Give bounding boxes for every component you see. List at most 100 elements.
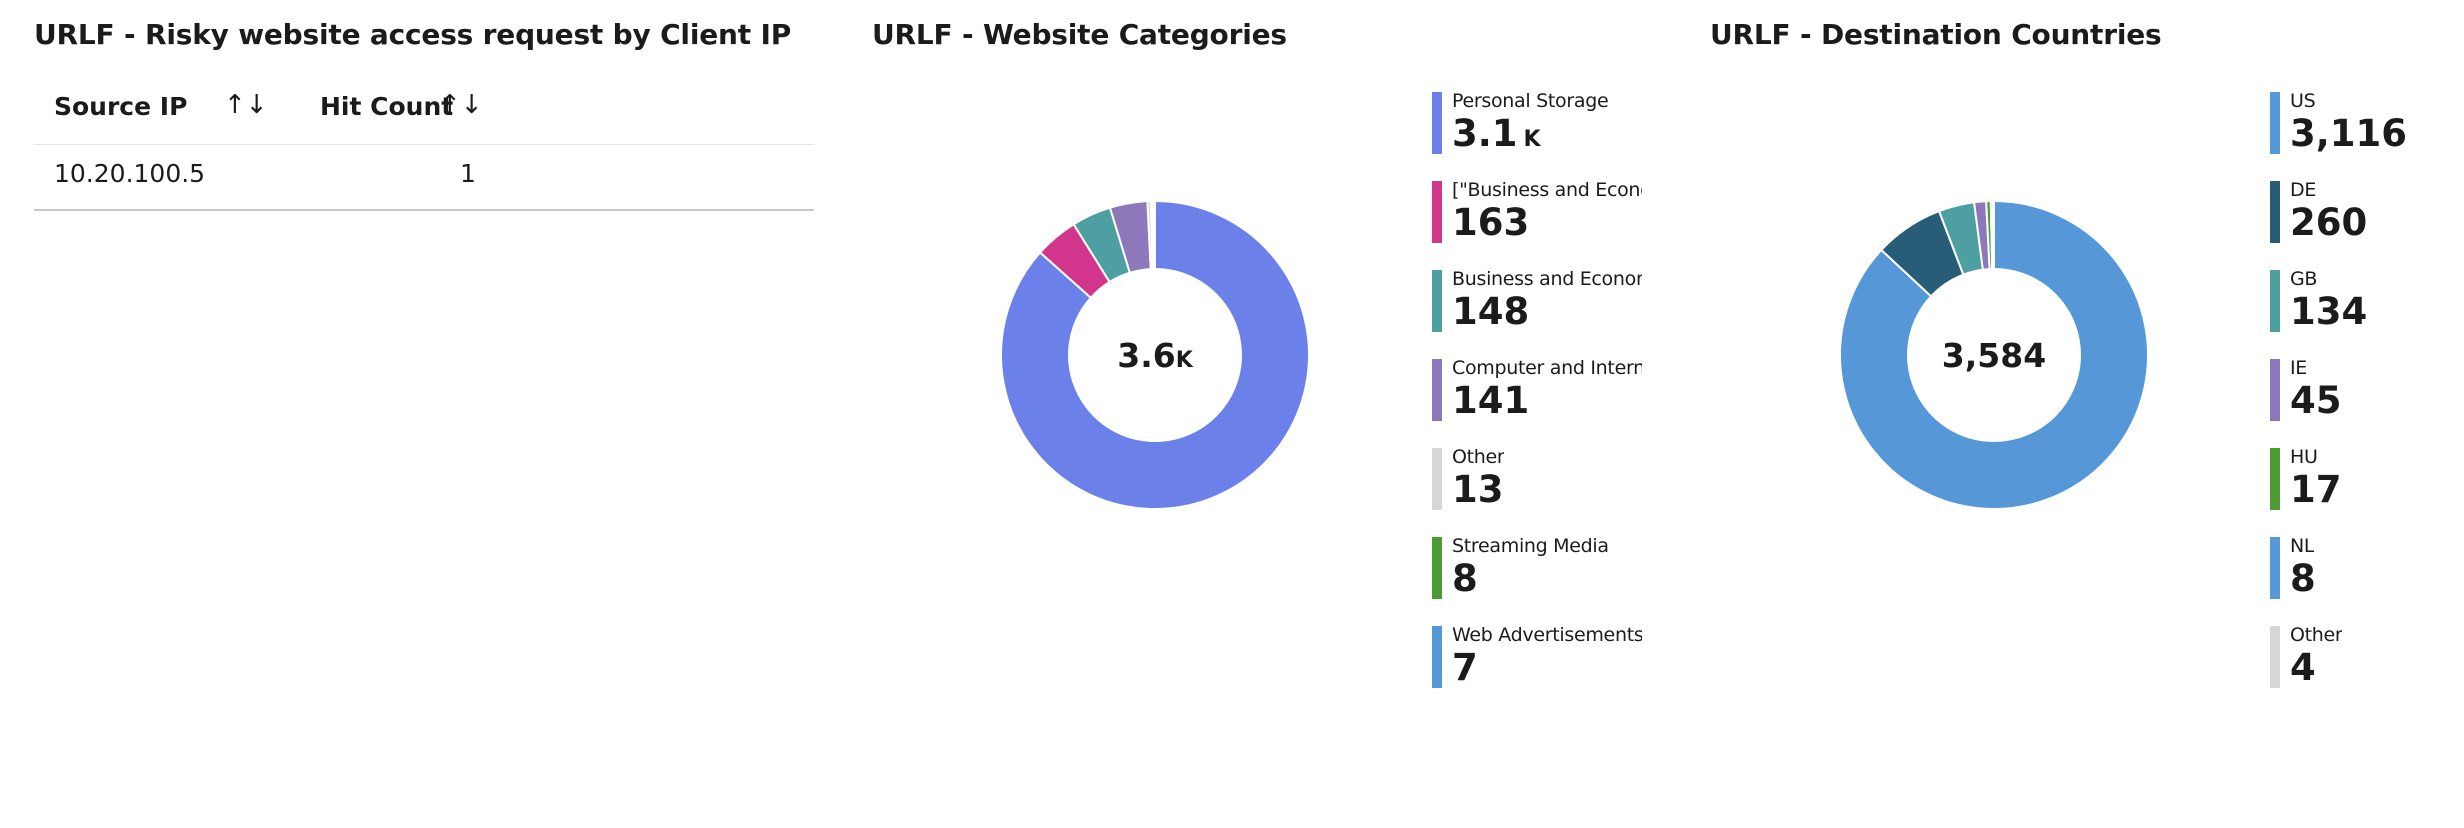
legend-value: 13 — [1452, 468, 1504, 511]
legend-value: 7 — [1452, 646, 1478, 689]
donut-center-total: 3.6K — [1117, 336, 1193, 375]
cell-hit-count: 1 — [460, 159, 476, 188]
legend-value-number: 4 — [2290, 646, 2316, 689]
sort-arrows-icon[interactable]: ↑↓ — [439, 90, 483, 120]
legend-item-personal-storage[interactable]: Personal Storage 3.1 K — [1432, 88, 1642, 177]
legend-item-other[interactable]: Other 13 — [1432, 444, 1642, 533]
legend-value-suffix: K — [1523, 127, 1541, 152]
legend-color-swatch — [2270, 181, 2280, 243]
legend-color-swatch — [1432, 270, 1442, 332]
legend-item-streaming-media[interactable]: Streaming Media 8 — [1432, 533, 1642, 622]
column-header-source-ip[interactable]: Source IP — [54, 92, 188, 121]
legend-value: 17 — [2290, 468, 2342, 511]
legend-value: 3,116 — [2290, 112, 2407, 155]
legend-label: Other — [2290, 624, 2343, 646]
legend-value-number: 3,116 — [2290, 112, 2408, 155]
legend-label: ["Business and Econom — [1452, 179, 1642, 201]
legend-item-de[interactable]: DE 260 — [2270, 177, 2450, 266]
legend-value: 8 — [2290, 557, 2316, 600]
legend-item-business-and-economy[interactable]: Business and Economy148 — [1432, 266, 1642, 355]
donut-center-total-suffix: K — [1176, 348, 1194, 373]
legend-value: 260 — [2290, 201, 2367, 244]
legend-color-swatch — [2270, 537, 2280, 599]
legend-color-swatch — [2270, 92, 2280, 154]
legend-label: GB — [2290, 268, 2318, 290]
legend-color-swatch — [1432, 92, 1442, 154]
countries-donut-svg[interactable]: 3,584 — [1839, 200, 2149, 510]
donut-slice-other[interactable] — [1991, 200, 1995, 271]
legend-value: 4 — [2290, 646, 2316, 689]
legend-label: US — [2290, 90, 2316, 112]
legend-value-number: 7 — [1452, 646, 1478, 689]
legend-label: IE — [2290, 357, 2308, 379]
legend-label: Web Advertisements — [1452, 624, 1642, 646]
legend-item-ie[interactable]: IE 45 — [2270, 355, 2450, 444]
risky-access-table-panel: URLF - Risky website access request by C… — [34, 0, 814, 828]
table-header-row: Source IP ↑↓ Hit Count ↑↓ — [34, 88, 814, 145]
legend-label: HU — [2290, 446, 2318, 468]
legend-value-number: 141 — [1452, 379, 1530, 422]
legend-item-business-and-econom[interactable]: ["Business and Econom163 — [1432, 177, 1642, 266]
legend-value-number: 45 — [2290, 379, 2342, 422]
legend-color-swatch — [2270, 270, 2280, 332]
legend-label: NL — [2290, 535, 2315, 557]
countries-legend: US 3,116 DE 260 GB 134 IE 45 HU 17 NL 8 Other 4 — [2270, 88, 2450, 711]
legend-item-computer-and-internet[interactable]: Computer and Internet141 — [1432, 355, 1642, 444]
legend-value: 163 — [1452, 201, 1529, 244]
donut-center-total-number: 3,584 — [1942, 336, 2046, 375]
legend-value: 45 — [2290, 379, 2342, 422]
legend-label: Business and Economy — [1452, 268, 1642, 290]
legend-color-swatch — [1432, 448, 1442, 510]
categories-donut-svg[interactable]: 3.6K — [1000, 200, 1310, 510]
legend-value-number: 260 — [2290, 201, 2368, 244]
legend-value: 8 — [1452, 557, 1478, 600]
legend-label: Other — [1452, 446, 1505, 468]
legend-item-nl[interactable]: NL 8 — [2270, 533, 2450, 622]
cell-source-ip: 10.20.100.5 — [54, 159, 206, 188]
categories-donut-chart[interactable]: 3.6K — [1000, 200, 1310, 510]
donut-center-total: 3,584 — [1942, 336, 2046, 375]
legend-value-number: 3.1 — [1452, 112, 1518, 155]
legend-item-hu[interactable]: HU 17 — [2270, 444, 2450, 533]
legend-item-other[interactable]: Other 4 — [2270, 622, 2450, 711]
website-categories-panel: URLF - Website Categories 3.6K Personal … — [872, 0, 1672, 828]
legend-value: 134 — [2290, 290, 2367, 333]
legend-value-number: 17 — [2290, 468, 2342, 511]
client-ip-table: Source IP ↑↓ Hit Count ↑↓ 10.20.100.5 1 — [34, 88, 814, 211]
legend-color-swatch — [2270, 448, 2280, 510]
legend-item-gb[interactable]: GB 134 — [2270, 266, 2450, 355]
legend-value: 141 — [1452, 379, 1529, 422]
countries-donut-chart[interactable]: 3,584 — [1839, 200, 2149, 510]
legend-item-web-advertisements[interactable]: Web Advertisements 7 — [1432, 622, 1642, 711]
legend-color-swatch — [1432, 537, 1442, 599]
table-panel-title: URLF - Risky website access request by C… — [34, 18, 792, 51]
legend-label: Personal Storage — [1452, 90, 1609, 112]
categories-panel-title: URLF - Website Categories — [872, 18, 1287, 51]
legend-color-swatch — [1432, 626, 1442, 688]
legend-color-swatch — [1432, 359, 1442, 421]
donut-center-total-number: 3.6 — [1117, 336, 1175, 375]
legend-value-number: 163 — [1452, 201, 1530, 244]
legend-label: DE — [2290, 179, 2317, 201]
donut-slice-web-advertisements[interactable] — [1152, 200, 1156, 271]
legend-value-number: 134 — [2290, 290, 2368, 333]
sort-arrows-icon[interactable]: ↑↓ — [224, 90, 268, 120]
legend-value: 148 — [1452, 290, 1529, 333]
legend-item-us[interactable]: US 3,116 — [2270, 88, 2450, 177]
legend-value-number: 148 — [1452, 290, 1530, 333]
legend-value: 3.1 K — [1452, 112, 1541, 155]
destination-countries-panel: URLF - Destination Countries 3,584 US 3,1… — [1710, 0, 2450, 828]
legend-color-swatch — [1432, 181, 1442, 243]
donut-slice-us[interactable] — [1839, 200, 2149, 510]
column-header-hit-count[interactable]: Hit Count — [320, 92, 454, 121]
donut-slice-personal-storage[interactable] — [1000, 200, 1310, 510]
table-row[interactable]: 10.20.100.5 1 — [34, 145, 814, 211]
legend-label: Streaming Media — [1452, 535, 1609, 557]
countries-panel-title: URLF - Destination Countries — [1710, 18, 2162, 51]
legend-value-number: 13 — [1452, 468, 1504, 511]
legend-color-swatch — [2270, 626, 2280, 688]
legend-color-swatch — [2270, 359, 2280, 421]
legend-value-number: 8 — [2290, 557, 2316, 600]
legend-value-number: 8 — [1452, 557, 1478, 600]
